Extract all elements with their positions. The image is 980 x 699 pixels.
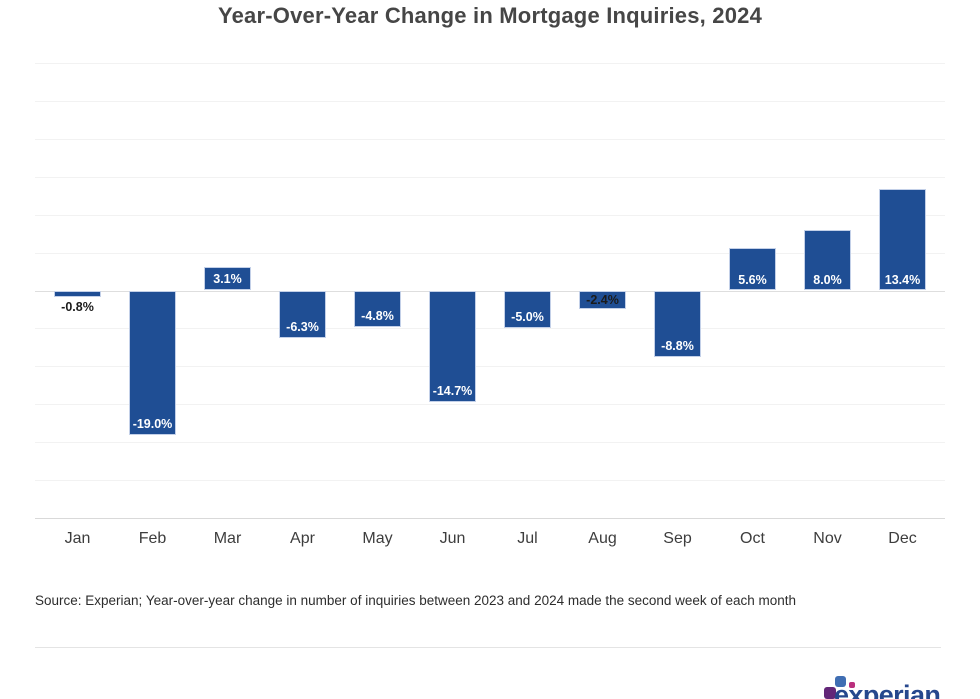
bar-apr (279, 290, 326, 339)
bar-nov (804, 229, 851, 291)
bar-value-label-mar: 3.1% (213, 271, 242, 286)
x-tick-apr: Apr (290, 530, 315, 547)
x-tick-aug: Aug (588, 530, 617, 547)
gridline (35, 214, 945, 216)
source-note: Source: Experian; Year-over-year change … (35, 593, 796, 608)
bar-value-label-jan: -0.8% (61, 299, 94, 314)
gridline (35, 366, 945, 368)
gridline (35, 252, 945, 254)
x-tick-jan: Jan (64, 530, 91, 547)
gridline (35, 328, 945, 330)
x-tick-jul: Jul (517, 530, 538, 547)
logo-purple-square-icon (824, 687, 836, 699)
bar-feb (129, 290, 176, 435)
bar-value-label-apr: -6.3% (286, 320, 319, 335)
logo-wordmark: experian (834, 680, 941, 699)
bar-value-label-aug: -2.4% (586, 292, 619, 307)
bar-may (354, 290, 401, 327)
bar-value-label-may: -4.8% (361, 308, 394, 323)
bar-jul (504, 290, 551, 329)
plot-area: -0.8% -19.0% 3.1% -6.3% -4.8% -14.7% -5.0% -2.4… (35, 63, 945, 519)
gridline (35, 518, 945, 519)
gridline (35, 480, 945, 482)
gridline (35, 63, 945, 64)
gridline (35, 138, 945, 140)
logo-blue-square-icon (835, 676, 846, 687)
chart-title: Year-Over-Year Change in Mortgage Inquir… (217, 3, 763, 28)
bar-dec (879, 188, 926, 291)
bar-value-label-sep: -8.8% (661, 339, 694, 354)
x-tick-may: May (362, 530, 393, 547)
bar-oct (729, 248, 776, 291)
x-tick-feb: Feb (138, 530, 167, 547)
x-tick-dec: Dec (888, 530, 917, 547)
logo-magenta-square-icon (849, 682, 855, 688)
bar-jun (429, 290, 476, 402)
bar-mar (204, 266, 251, 291)
bar-value-label-dec: 13.4% (884, 272, 921, 287)
gridline (35, 100, 945, 102)
bar-sep (654, 290, 701, 358)
bar-value-label-jul: -5.0% (511, 310, 544, 325)
x-axis: Jan Feb Mar Apr May Jun Jul Aug Sep Oct Nov Dec (40, 530, 940, 548)
gridline (35, 404, 945, 406)
x-tick-sep: Sep (663, 530, 692, 547)
bar-jan (54, 290, 101, 297)
bar-value-label-nov: 8.0% (813, 272, 842, 287)
x-tick-jun: Jun (439, 530, 466, 547)
x-tick-oct: Oct (740, 530, 765, 547)
bar-value-label-feb: -19.0% (132, 416, 173, 431)
gridline (35, 442, 945, 444)
x-tick-nov: Nov (813, 530, 842, 547)
footer-divider (35, 647, 941, 648)
gridline (35, 290, 945, 292)
bar-aug (579, 290, 626, 309)
experian-logo: experian (822, 674, 952, 699)
gridline (35, 176, 945, 178)
bar-value-label-oct: 5.6% (738, 272, 767, 287)
bar-value-label-jun: -14.7% (432, 383, 473, 398)
x-tick-mar: Mar (213, 530, 242, 547)
